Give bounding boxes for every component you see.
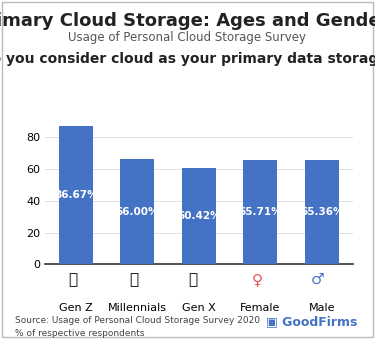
Text: 👴: 👴 [188, 272, 197, 287]
Text: 👩: 👩 [129, 272, 138, 287]
Text: Do you consider cloud as your primary data storage?: Do you consider cloud as your primary da… [0, 52, 375, 65]
Bar [59, 126, 93, 264]
Bar [243, 160, 277, 264]
Text: 66.00%: 66.00% [116, 207, 159, 217]
Text: ♀: ♀ [252, 272, 263, 287]
Text: 👦: 👦 [69, 272, 78, 287]
Bar [182, 168, 216, 264]
Text: 60.42%: 60.42% [177, 211, 220, 221]
Text: ♂: ♂ [311, 272, 325, 287]
Text: 65.36%: 65.36% [300, 207, 344, 217]
Bar [120, 159, 154, 264]
Text: Usage of Personal Cloud Storage Survey: Usage of Personal Cloud Storage Survey [69, 31, 306, 44]
Text: Source: Usage of Personal Cloud Storage Survey 2020
% of respective respondents
: Source: Usage of Personal Cloud Storage … [15, 316, 260, 339]
Text: 65.71%: 65.71% [238, 207, 282, 217]
Bar [305, 160, 339, 264]
Text: Primary Cloud Storage: Ages and Genders: Primary Cloud Storage: Ages and Genders [0, 12, 375, 30]
Text: ▣ GoodFirms: ▣ GoodFirms [266, 315, 358, 328]
Text: 86.67%: 86.67% [54, 191, 98, 200]
